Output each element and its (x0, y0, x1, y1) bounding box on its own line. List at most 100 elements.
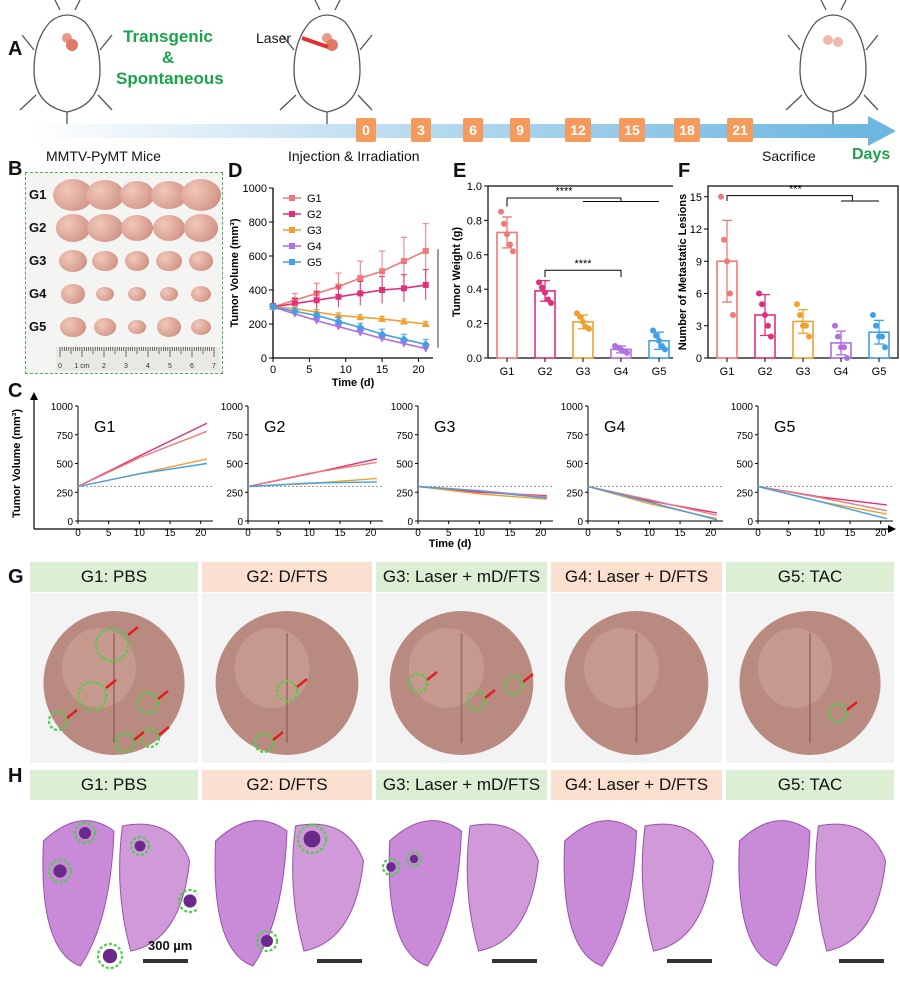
c-individual-line (417, 485, 547, 500)
lesion-arrow (272, 731, 284, 741)
metastasis-focus (409, 854, 419, 864)
chart-d: 0 200 400 600 800 1000 0 5 10 15 20 Time (d) Tumor V… (229, 183, 450, 389)
tissue-section (214, 820, 288, 967)
c-y-tick-label: 250 (56, 488, 73, 499)
c-y-tick-label: 0 (577, 517, 583, 528)
d-y-tick-label: 400 (249, 285, 267, 297)
c-y-tick-label: 0 (237, 517, 243, 528)
c-y-tick-label: 1000 (561, 402, 584, 413)
c-subplot-title: G2 (264, 419, 285, 436)
e-data-point (536, 279, 542, 286)
f-data-point (794, 301, 800, 308)
d-point (335, 293, 342, 300)
tumor-sample (61, 284, 85, 304)
tumor-row-label: G3 (29, 253, 47, 268)
f-y-tick-label: 12 (690, 224, 702, 236)
d-point (421, 340, 430, 349)
tumor-sample (153, 215, 185, 241)
e-x-tick-label: G5 (652, 366, 667, 378)
spontaneous-text: Spontaneous (116, 69, 224, 88)
c-x-tick-label: 15 (504, 528, 516, 539)
day-marker-9: 9 (510, 118, 530, 142)
sacrifice-label: Sacrifice (762, 148, 816, 164)
d-x-tick-label: 20 (412, 364, 424, 376)
c-y-label: Tumor Volume (mm³) (11, 409, 23, 518)
tissue-section (466, 823, 539, 952)
f-data-point (841, 344, 847, 351)
c-individual-line (77, 462, 207, 488)
f-data-point (759, 301, 765, 308)
c-y-tick-label: 750 (566, 431, 583, 442)
ruler-label: 4 (146, 363, 150, 370)
tumor-sample (56, 214, 90, 242)
f-y-label: Number of Metastatic Lesions (677, 194, 689, 350)
lesion-arrow (296, 678, 308, 688)
tissue-section (738, 820, 811, 967)
lung-photo-1 (30, 593, 198, 763)
lesion-marker (47, 710, 69, 732)
tumor-sample (94, 318, 116, 336)
e-data-point (662, 346, 668, 353)
f-data-point (756, 290, 762, 297)
lesion-marker (253, 732, 275, 754)
lung-photo-4 (551, 593, 722, 763)
lesion-marker (76, 680, 108, 712)
c-x-tick-label: 0 (245, 528, 251, 539)
d-point (334, 317, 343, 326)
d-y-tick-label: 600 (249, 251, 267, 263)
c-subplot-title: G5 (774, 419, 795, 436)
lung-photo-2 (202, 593, 372, 763)
d-y-tick-label: 200 (249, 319, 267, 331)
c-x-tick-label: 15 (164, 528, 176, 539)
tumor-photo-panel: G1 G2 G3 G4 G5 0 1 cm 2 3 4 5 6 7 (25, 172, 223, 374)
ruler-label: 3 (124, 363, 128, 370)
lesion-marker (47, 858, 73, 884)
lesion-arrow (133, 731, 145, 741)
lesion-marker (827, 702, 849, 724)
e-x-tick-label: G3 (576, 366, 591, 378)
lesion-marker (177, 888, 198, 914)
f-x-tick-label: G2 (758, 366, 773, 378)
f-y-tick-label: 0 (696, 353, 702, 365)
lesion-arrow (426, 671, 438, 681)
scale-bar (143, 959, 188, 963)
d-x-label: Time (d) (332, 377, 375, 389)
c-individual-line (587, 485, 718, 521)
day-marker-15: 15 (619, 118, 645, 142)
c-x-tick-label: 10 (304, 528, 316, 539)
c-x-tick-label: 0 (585, 528, 591, 539)
d-series-line-G5 (272, 306, 426, 346)
d-y-tick-label: 0 (261, 353, 267, 365)
histology-image-5 (726, 801, 894, 971)
d-x-tick-label: 0 (270, 364, 276, 376)
c-x-tick-label: 15 (334, 528, 346, 539)
f-data-point (832, 322, 838, 329)
c-y-tick-label: 1000 (731, 402, 754, 413)
c-x-tick-label: 20 (195, 528, 207, 539)
tumor-sample (92, 250, 118, 272)
lesion-marker (255, 929, 279, 953)
e-data-point (501, 220, 507, 227)
d-point (269, 303, 277, 311)
c-y-tick-label: 1000 (391, 402, 414, 413)
f-data-point (724, 258, 730, 265)
e-data-point (586, 325, 592, 332)
histology-image-4 (551, 801, 722, 971)
lung-title-1: G1: PBS (30, 562, 198, 592)
mouse-icon-1 (19, 0, 113, 130)
d-point (400, 258, 407, 265)
c-x-tick-label: 15 (674, 528, 686, 539)
f-x-tick-label: G3 (796, 366, 811, 378)
c-individual-line (77, 430, 208, 488)
f-data-point (718, 193, 724, 200)
histology-title-1: G1: PBS (30, 770, 198, 800)
lesion-marker (139, 727, 161, 749)
panel-g-label: G (8, 566, 24, 588)
lesion-marker (73, 821, 97, 845)
e-data-point (498, 208, 504, 215)
c-y-tick-label: 500 (736, 460, 753, 471)
e-sig-bracket (544, 269, 622, 278)
f-data-point (797, 312, 803, 318)
c-individual-line (247, 461, 377, 488)
